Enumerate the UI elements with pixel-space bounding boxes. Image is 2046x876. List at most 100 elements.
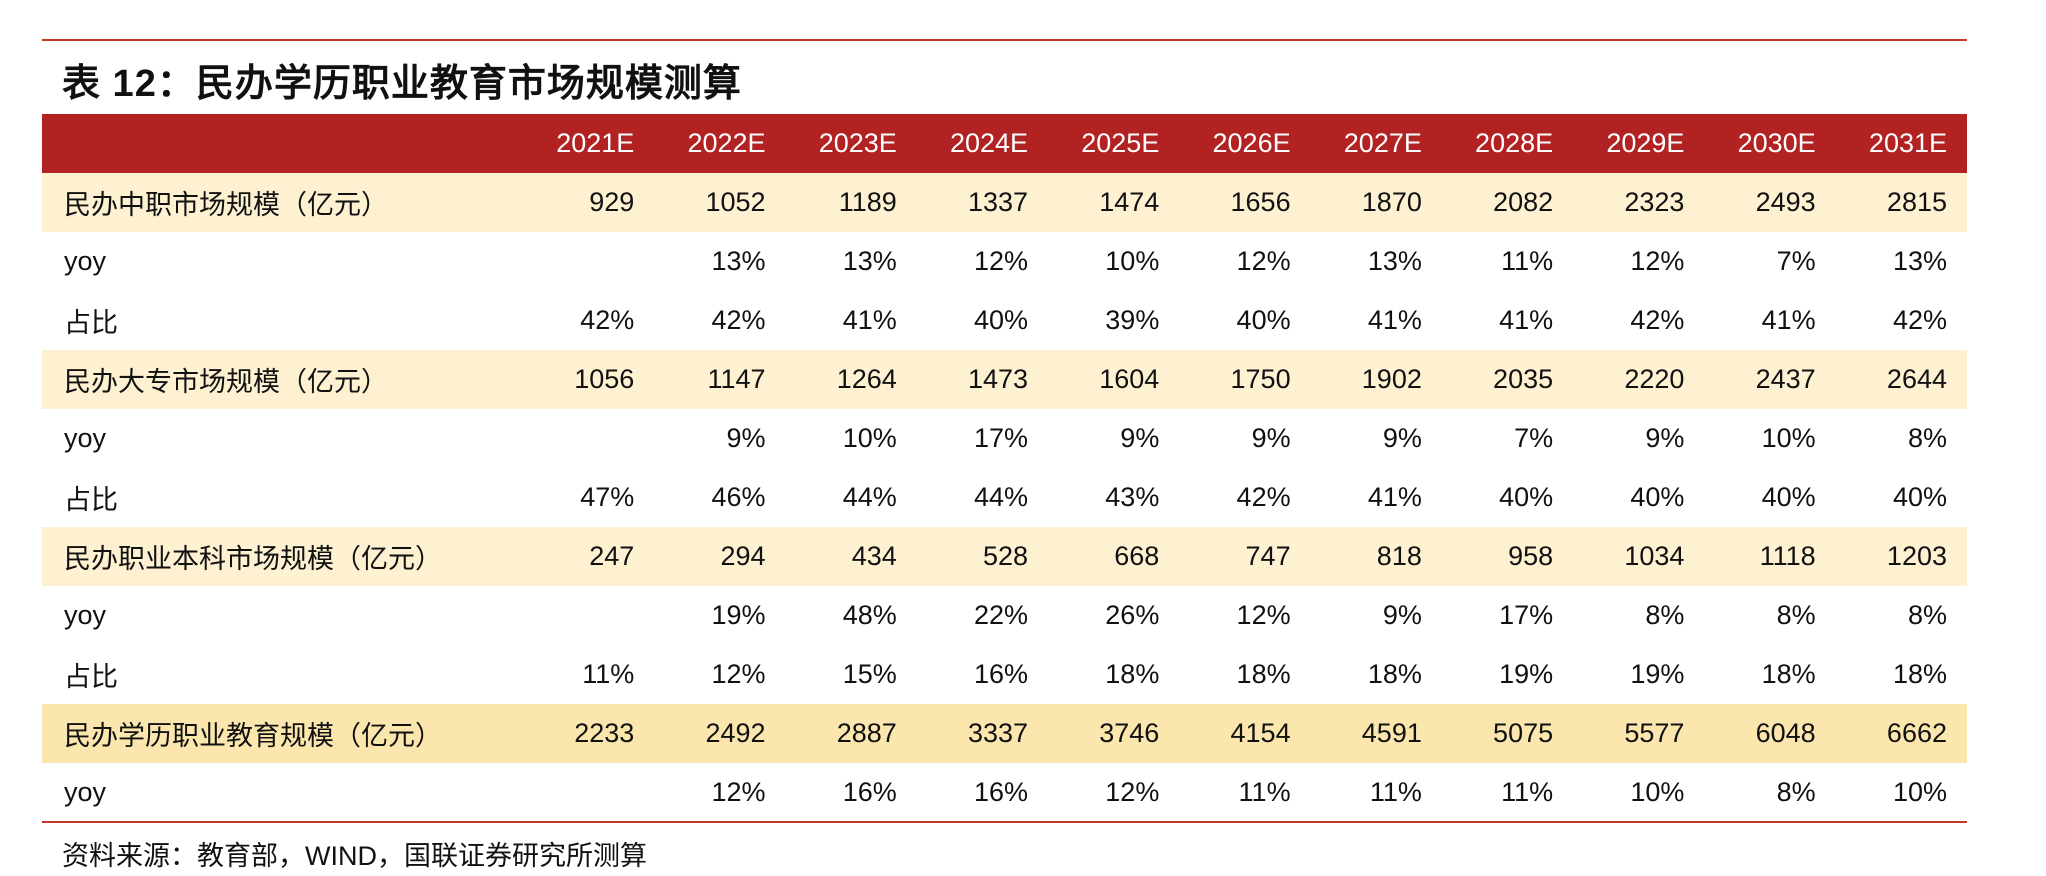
cell: 9%: [1382, 423, 1422, 453]
header-cell: 2027E: [1310, 114, 1442, 173]
cell: 19%: [1630, 659, 1685, 689]
header-cell: 2031E: [1835, 114, 1967, 173]
cell: 9%: [1382, 600, 1422, 630]
cell: 2437: [1704, 350, 1836, 409]
cell: 40%: [1892, 482, 1947, 512]
cell: 40%: [1630, 482, 1685, 512]
cell: 8%: [1907, 423, 1947, 453]
cell: 12%: [711, 777, 766, 807]
cell: 48%: [842, 600, 897, 630]
bottom-rule: [42, 821, 1967, 823]
cell: 1203: [1835, 527, 1967, 586]
cell: 1474: [1048, 173, 1180, 232]
cell: 1604: [1048, 350, 1180, 409]
cell: 42%: [1630, 305, 1685, 335]
cell: 2220: [1573, 350, 1705, 409]
cell: 434: [785, 527, 917, 586]
header-cell: 2024E: [916, 114, 1049, 173]
cell: 16%: [974, 777, 1029, 807]
cell: 8%: [1645, 600, 1685, 630]
table-row: 民办职业本科市场规模（亿元） 247 294 434 528 668 747 818 958 10…: [42, 527, 1967, 586]
cell: 1902: [1310, 350, 1442, 409]
cell: 17%: [1499, 600, 1554, 630]
cell: 1656: [1179, 173, 1311, 232]
cell: 42%: [580, 305, 635, 335]
table-row: yoy 13% 13% 12% 10% 12% 13% 11% 12% 7% 13%: [42, 232, 1967, 291]
cell: 44%: [974, 482, 1029, 512]
cell: 42%: [1892, 305, 1947, 335]
cell: 42%: [1236, 482, 1291, 512]
source-note: 资料来源：教育部，WIND，国联证券研究所测算: [62, 841, 647, 871]
cell: 247: [523, 527, 655, 586]
header-cell: 2030E: [1704, 114, 1836, 173]
data-table: 2021E 2022E 2023E 2024E 2025E 2026E 2027E 2028E…: [42, 114, 1967, 822]
cell: 6662: [1835, 704, 1967, 763]
table-row: 民办中职市场规模（亿元） 929 1052 1189 1337 1474 1656 1870 2…: [42, 173, 1967, 232]
cell: 8%: [1776, 777, 1816, 807]
cell: 1264: [785, 350, 917, 409]
cell: 41%: [1499, 305, 1554, 335]
table-row: 占比 47% 46% 44% 44% 43% 42% 41% 40% 40% 40% 40%: [42, 468, 1967, 527]
cell: 5075: [1441, 704, 1574, 763]
cell: 40%: [1761, 482, 1816, 512]
cell: 5577: [1573, 704, 1705, 763]
cell: 13%: [1892, 246, 1947, 276]
cell: 10%: [1105, 246, 1160, 276]
row-label: 民办职业本科市场规模（亿元）: [42, 527, 523, 586]
cell: 8%: [1776, 600, 1816, 630]
table-row: yoy 12% 16% 16% 12% 11% 11% 11% 10% 8% 10%: [42, 763, 1967, 822]
row-label: yoy: [64, 600, 107, 630]
cell: 18%: [1105, 659, 1160, 689]
cell: 4154: [1179, 704, 1311, 763]
cell: 10%: [842, 423, 897, 453]
empty-cell: [523, 586, 654, 645]
cell: 10%: [1630, 777, 1685, 807]
cell: 13%: [1367, 246, 1422, 276]
row-label: yoy: [64, 246, 107, 276]
row-label: 占比: [64, 308, 118, 338]
cell: 1052: [654, 173, 786, 232]
cell: 1473: [916, 350, 1049, 409]
cell: 2815: [1835, 173, 1967, 232]
cell: 41%: [1761, 305, 1816, 335]
cell: 13%: [842, 246, 897, 276]
cell: 18%: [1761, 659, 1816, 689]
header-cell: 2022E: [654, 114, 786, 173]
header-cell: 2023E: [785, 114, 917, 173]
table-row: 占比 11% 12% 15% 16% 18% 18% 18% 19% 19% 18% 18%: [42, 645, 1967, 704]
cell: 9%: [726, 423, 766, 453]
cell: 11%: [1369, 777, 1422, 807]
cell: 18%: [1236, 659, 1291, 689]
cell: 19%: [1499, 659, 1554, 689]
cell: 12%: [1236, 246, 1291, 276]
header-cell: [42, 114, 523, 173]
cell: 40%: [974, 305, 1029, 335]
cell: 12%: [711, 659, 766, 689]
empty-cell: [523, 409, 654, 468]
cell: 47%: [580, 482, 635, 512]
top-rule: [42, 39, 1967, 41]
cell: 41%: [1367, 482, 1422, 512]
cell: 46%: [711, 482, 766, 512]
cell: 668: [1048, 527, 1180, 586]
row-label: 民办学历职业教育规模（亿元）: [42, 704, 523, 763]
cell: 929: [523, 173, 655, 232]
row-label: yoy: [64, 423, 107, 453]
cell: 2035: [1441, 350, 1574, 409]
cell: 4591: [1310, 704, 1442, 763]
cell: 528: [916, 527, 1049, 586]
cell: 42%: [711, 305, 766, 335]
cell: 9%: [1120, 423, 1160, 453]
cell: 41%: [842, 305, 897, 335]
cell: 40%: [1499, 482, 1554, 512]
cell: 10%: [1761, 423, 1816, 453]
cell: 40%: [1236, 305, 1291, 335]
cell: 11%: [582, 659, 635, 689]
cell: 15%: [842, 659, 897, 689]
cell: 8%: [1907, 600, 1947, 630]
cell: 294: [654, 527, 786, 586]
cell: 1118: [1704, 527, 1836, 586]
cell: 11%: [1501, 246, 1554, 276]
cell: 9%: [1645, 423, 1685, 453]
cell: 2082: [1441, 173, 1574, 232]
